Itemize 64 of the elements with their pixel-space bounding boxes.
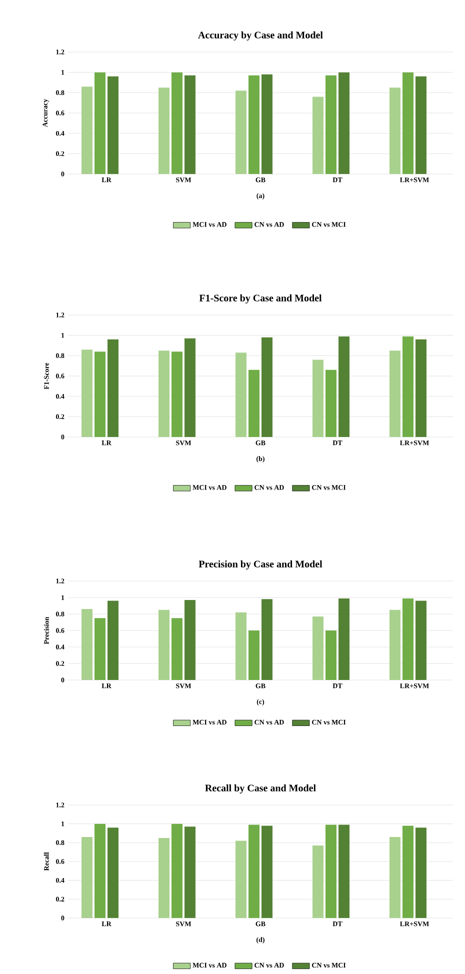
bar	[415, 76, 426, 174]
bar	[338, 336, 350, 438]
bar	[94, 72, 106, 174]
bar	[184, 600, 196, 680]
bar	[82, 609, 92, 680]
bar	[184, 826, 196, 918]
chart-title: Accuracy by Case and Model	[198, 31, 323, 40]
chart-title: F1-Score by Case and Model	[199, 294, 322, 304]
bar	[325, 75, 336, 174]
bar	[261, 74, 272, 174]
bar	[171, 618, 182, 680]
bar	[261, 337, 272, 438]
bar	[235, 90, 246, 174]
bar	[415, 600, 426, 680]
bar	[325, 824, 336, 918]
bar	[248, 630, 260, 680]
bar	[235, 840, 246, 918]
bar	[402, 826, 414, 918]
bar	[158, 838, 170, 918]
bar	[325, 630, 336, 680]
bar	[171, 824, 182, 918]
bar	[107, 339, 118, 438]
bar	[389, 837, 400, 918]
bar	[82, 86, 92, 174]
bar	[402, 72, 414, 174]
bar	[325, 370, 336, 438]
bar	[248, 370, 260, 438]
bar	[107, 76, 118, 174]
bar	[389, 350, 400, 438]
bar	[248, 75, 260, 174]
bar	[184, 75, 196, 174]
bar	[402, 336, 414, 438]
bar	[248, 824, 260, 918]
bar	[338, 598, 350, 680]
bar	[107, 828, 118, 918]
bar	[82, 350, 92, 438]
bar	[82, 837, 92, 918]
bar	[338, 824, 350, 918]
bar	[261, 599, 272, 680]
bar	[312, 616, 324, 680]
bar	[415, 828, 426, 918]
chart-title: Precision by Case and Model	[198, 560, 322, 570]
bar	[171, 352, 182, 438]
bar	[158, 610, 170, 680]
bar	[94, 824, 106, 918]
bar	[107, 600, 118, 680]
bar	[158, 350, 170, 438]
bar	[338, 72, 350, 174]
bar	[94, 352, 106, 438]
bar	[415, 339, 426, 438]
bar	[171, 72, 182, 174]
bar	[184, 338, 196, 438]
bar	[402, 598, 414, 680]
bar	[158, 88, 170, 174]
bar	[235, 612, 246, 680]
bar	[389, 610, 400, 680]
chart-title: Recall by Case and Model	[205, 784, 316, 794]
bar	[312, 845, 324, 918]
bar	[389, 88, 400, 174]
bar	[312, 96, 324, 174]
bar	[94, 618, 106, 680]
bar	[312, 360, 324, 438]
bar	[261, 826, 272, 918]
bar	[235, 352, 246, 438]
